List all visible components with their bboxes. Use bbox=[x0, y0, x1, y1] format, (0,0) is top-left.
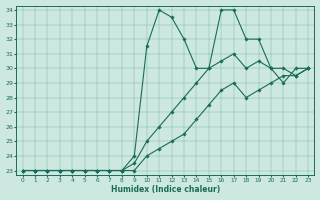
X-axis label: Humidex (Indice chaleur): Humidex (Indice chaleur) bbox=[111, 185, 220, 194]
